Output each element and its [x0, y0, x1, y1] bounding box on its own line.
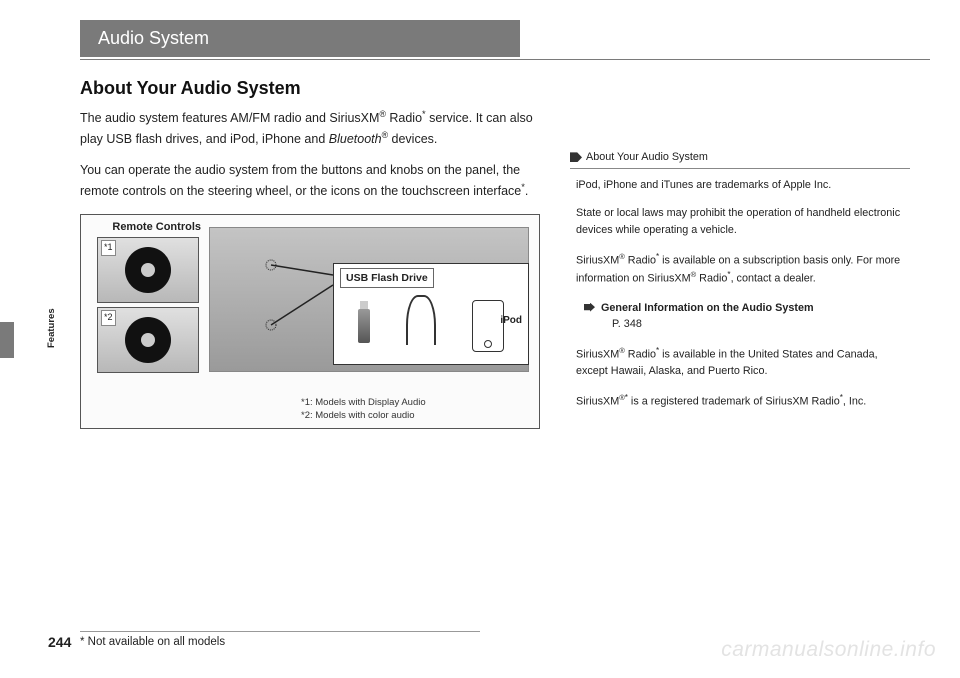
text: Radio	[386, 111, 422, 125]
side-para-4: SiriusXM® Radio* is available in the Uni…	[570, 345, 910, 380]
remote-control-2: *2	[97, 307, 199, 373]
usb-callout: USB Flash Drive iPod	[333, 263, 529, 365]
para-2: You can operate the audio system from th…	[80, 161, 550, 202]
text: , contact a dealer.	[731, 273, 816, 285]
ipod-label: iPod	[500, 313, 522, 329]
general-info-page: P. 348	[584, 316, 910, 333]
side-para-2: State or local laws may prohibit the ope…	[570, 205, 910, 238]
page-number: 244	[48, 634, 71, 650]
general-info-row: General Information on the Audio System	[584, 300, 910, 317]
illustration-footnotes: *1: Models with Display Audio *2: Models…	[301, 397, 426, 422]
bottom-footnote: * Not available on all models	[80, 631, 480, 648]
text: Radio	[696, 273, 727, 285]
header-rule	[80, 59, 930, 60]
side-header: About Your Audio System	[570, 149, 910, 169]
side-tab-label: Features	[46, 308, 57, 348]
left-column: The audio system features AM/FM radio an…	[80, 107, 550, 429]
bluetooth-word: Bluetooth	[329, 132, 382, 146]
text: Radio	[625, 255, 656, 267]
text: SiriusXM	[576, 349, 619, 361]
side-header-text: About Your Audio System	[586, 149, 708, 166]
text: , Inc.	[843, 396, 866, 408]
footnote-marker-2: *2	[101, 310, 116, 326]
text: SiriusXM	[576, 255, 619, 267]
page: Audio System About Your Audio System The…	[0, 0, 960, 449]
ipod-icon	[472, 300, 504, 352]
usb-callout-body	[340, 290, 522, 362]
cable-icon	[406, 295, 436, 345]
general-info-block: General Information on the Audio System …	[570, 300, 910, 333]
para-1: The audio system features AM/FM radio an…	[80, 107, 550, 149]
usb-flash-drive-label: USB Flash Drive	[340, 268, 434, 288]
footnote-marker-1: *1	[101, 240, 116, 256]
footnote-2: *2: Models with color audio	[301, 410, 426, 422]
text: devices.	[388, 132, 437, 146]
callout-lines	[261, 255, 341, 335]
arrow-icon	[584, 303, 595, 312]
side-para-3: SiriusXM® Radio* is available on a subsc…	[570, 251, 910, 288]
text: Radio	[625, 349, 656, 361]
chapter-header: Audio System	[80, 20, 520, 57]
text: The audio system features AM/FM radio an…	[80, 111, 379, 125]
usb-stick-icon	[358, 309, 370, 343]
text: is a registered trademark of SiriusXM Ra…	[628, 396, 840, 408]
general-info-label: General Information on the Audio System	[601, 300, 814, 317]
text: You can operate the audio system from th…	[80, 163, 521, 199]
side-para-5: SiriusXM®* is a registered trademark of …	[570, 392, 910, 410]
right-column: About Your Audio System iPod, iPhone and…	[570, 149, 910, 429]
content-row: The audio system features AM/FM radio an…	[80, 107, 920, 429]
section-title: About Your Audio System	[80, 78, 920, 99]
text: SiriusXM	[576, 396, 619, 408]
text: .	[525, 185, 528, 199]
remote-controls-label: Remote Controls	[89, 219, 201, 236]
side-para-1: iPod, iPhone and iTunes are trademarks o…	[570, 177, 910, 194]
illustration: Remote Controls *1 *2 USB Flash Drive	[80, 214, 540, 429]
chevron-icon	[570, 152, 582, 162]
watermark: carmanualsonline.info	[721, 638, 936, 662]
remote-control-1: *1	[97, 237, 199, 303]
side-tab	[0, 322, 14, 358]
footnote-1: *1: Models with Display Audio	[301, 397, 426, 409]
